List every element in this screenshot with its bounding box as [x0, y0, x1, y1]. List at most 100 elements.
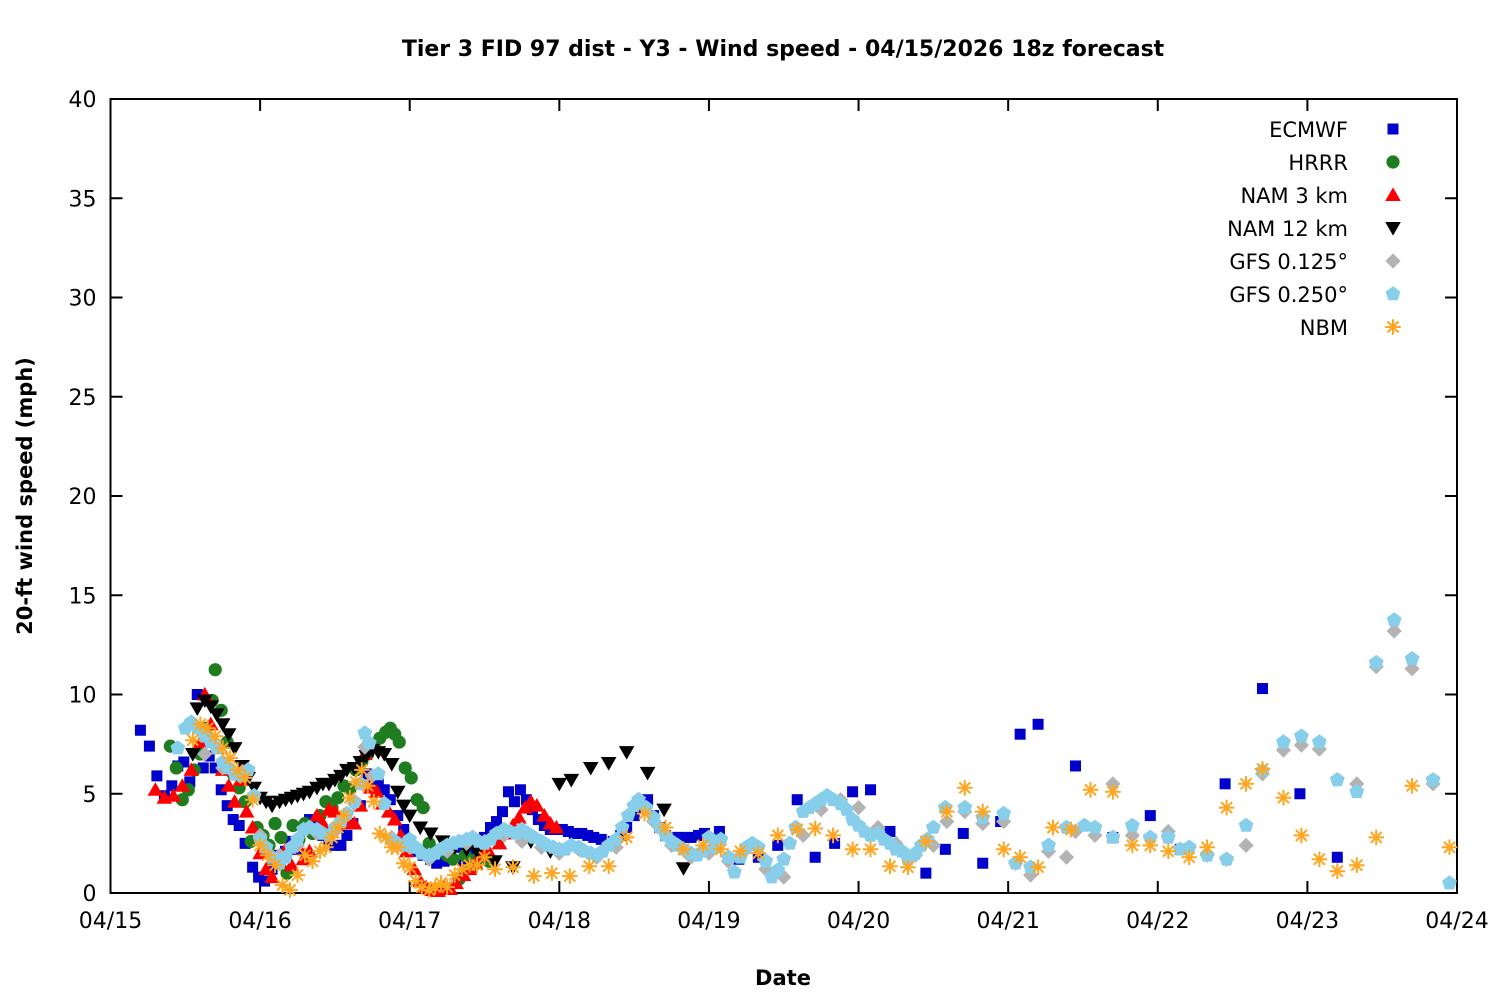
triangle-up-legend-marker-icon	[1385, 187, 1401, 201]
series-nbm	[185, 716, 1458, 898]
data-point-marker	[1181, 849, 1197, 866]
data-point-marker	[361, 735, 377, 750]
data-point-marker	[221, 800, 233, 812]
legend-entry-hrrr: HRRR	[1288, 151, 1400, 175]
data-point-marker	[1238, 837, 1254, 853]
data-point-marker	[485, 821, 497, 833]
data-point-marker	[384, 794, 396, 806]
axis-ticks: 04/15 04/16 04/17 04/18 04/19 04/20 04/21 04/22…	[69, 88, 1489, 934]
data-point-marker	[331, 791, 345, 805]
data-point-marker	[974, 803, 991, 820]
data-point-marker	[318, 839, 334, 856]
data-point-marker	[1368, 829, 1384, 846]
data-point-marker	[1181, 839, 1197, 854]
data-point-marker	[1058, 849, 1075, 865]
data-point-marker	[536, 807, 553, 822]
data-point-marker	[476, 849, 493, 866]
data-point-marker	[862, 841, 879, 858]
data-point-marker	[220, 728, 237, 742]
data-point-marker	[214, 718, 231, 732]
data-point-marker	[562, 825, 574, 837]
data-point-marker	[882, 858, 898, 874]
data-point-marker	[465, 843, 477, 855]
data-point-marker	[151, 770, 163, 782]
circle-legend-marker-icon	[1386, 155, 1400, 169]
data-point-marker	[170, 740, 186, 755]
chart-legend: ECMWF HRRR NAM 3 km NAM 12 km GFS 0.125° GFS …	[1227, 118, 1401, 340]
data-point-marker	[380, 804, 397, 818]
data-point-marker	[229, 762, 246, 778]
data-point-marker	[618, 829, 635, 846]
data-point-marker	[372, 778, 384, 790]
data-point-marker	[1311, 734, 1327, 749]
data-point-marker	[1142, 837, 1159, 854]
data-point-marker	[422, 827, 439, 842]
data-point-marker	[208, 708, 225, 722]
data-point-marker	[770, 827, 786, 844]
data-point-marker	[600, 756, 617, 771]
data-point-marker	[514, 784, 526, 796]
data-point-marker	[526, 868, 542, 884]
data-point-marker	[770, 862, 786, 877]
data-point-marker	[1404, 778, 1420, 794]
data-point-marker	[1105, 784, 1121, 800]
data-point-marker	[312, 843, 328, 860]
data-point-marker	[264, 799, 280, 814]
data-point-marker	[582, 829, 594, 841]
data-point-marker	[1404, 651, 1420, 666]
data-point-marker	[383, 757, 400, 772]
data-point-marker	[169, 761, 183, 775]
data-point-marker	[1063, 821, 1079, 838]
data-point-marker	[376, 748, 393, 762]
data-point-marker	[675, 862, 692, 876]
data-point-marker	[1069, 760, 1081, 772]
data-point-marker	[185, 732, 201, 748]
data-point-marker	[274, 877, 291, 893]
legend-label: ECMWF	[1269, 118, 1348, 142]
data-point-marker	[327, 804, 343, 818]
legend-entry-nbm: NBM	[1300, 316, 1401, 340]
diamond-legend-marker-icon	[1385, 253, 1401, 269]
data-point-marker	[939, 813, 955, 830]
data-point-marker	[227, 814, 239, 826]
data-point-marker	[431, 857, 443, 869]
data-point-marker	[197, 762, 209, 774]
data-point-marker	[1349, 857, 1365, 873]
data-point-marker	[446, 867, 463, 883]
data-point-marker	[366, 793, 382, 810]
data-point-marker	[342, 789, 358, 806]
data-point-marker	[454, 861, 470, 877]
data-point-marker	[199, 720, 216, 736]
data-point-marker	[1331, 851, 1343, 863]
data-point-marker	[372, 825, 388, 842]
data-point-marker	[556, 823, 568, 835]
data-point-marker	[1087, 819, 1103, 834]
data-point-marker	[918, 833, 934, 850]
y-tick-label: 35	[69, 187, 97, 212]
data-point-marker	[208, 663, 222, 677]
data-point-marker	[392, 735, 406, 749]
data-point-marker	[259, 847, 276, 864]
data-point-marker	[184, 776, 196, 788]
data-point-marker	[563, 773, 580, 788]
data-point-marker	[398, 823, 410, 835]
y-tick-label: 30	[69, 287, 97, 312]
data-point-marker	[508, 796, 520, 808]
data-point-marker	[197, 746, 213, 762]
data-point-marker	[421, 882, 437, 898]
data-point-marker	[1442, 875, 1457, 890]
data-point-marker	[448, 875, 464, 890]
data-point-marker	[713, 841, 729, 858]
data-point-marker	[427, 879, 443, 895]
data-point-marker	[514, 833, 530, 849]
data-point-marker	[253, 871, 265, 883]
data-point-marker	[413, 879, 430, 895]
asterisk-legend-marker-icon	[1385, 319, 1401, 335]
data-point-marker	[207, 728, 223, 744]
data-point-marker	[324, 829, 340, 846]
data-point-marker	[166, 780, 178, 792]
data-point-marker	[252, 837, 268, 854]
data-point-marker	[600, 858, 617, 874]
data-point-marker	[220, 778, 237, 792]
data-point-marker	[511, 809, 527, 824]
